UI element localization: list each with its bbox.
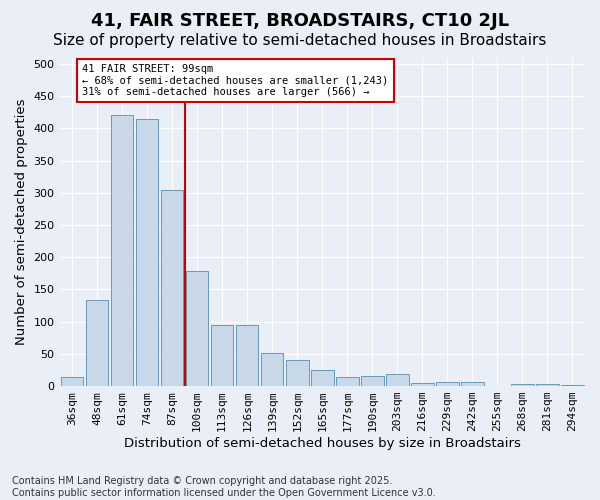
Bar [161,190,184,386]
Bar [236,325,259,386]
Bar [136,118,158,386]
Bar [336,377,359,386]
Bar [361,376,383,386]
X-axis label: Distribution of semi-detached houses by size in Broadstairs: Distribution of semi-detached houses by … [124,437,521,450]
Bar [211,325,233,386]
Bar [386,374,409,386]
Y-axis label: Number of semi-detached properties: Number of semi-detached properties [15,98,28,345]
Bar [186,272,208,386]
Bar [311,370,334,386]
Bar [261,352,283,386]
Text: 41 FAIR STREET: 99sqm
← 68% of semi-detached houses are smaller (1,243)
31% of s: 41 FAIR STREET: 99sqm ← 68% of semi-deta… [82,64,388,97]
Bar [286,360,308,386]
Bar [536,384,559,386]
Bar [61,377,83,386]
Bar [511,384,534,386]
Bar [436,382,458,386]
Bar [86,300,109,386]
Text: 41, FAIR STREET, BROADSTAIRS, CT10 2JL: 41, FAIR STREET, BROADSTAIRS, CT10 2JL [91,12,509,30]
Bar [111,116,133,386]
Text: Size of property relative to semi-detached houses in Broadstairs: Size of property relative to semi-detach… [53,34,547,48]
Bar [561,385,584,386]
Bar [461,382,484,386]
Text: Contains HM Land Registry data © Crown copyright and database right 2025.
Contai: Contains HM Land Registry data © Crown c… [12,476,436,498]
Bar [411,383,434,386]
